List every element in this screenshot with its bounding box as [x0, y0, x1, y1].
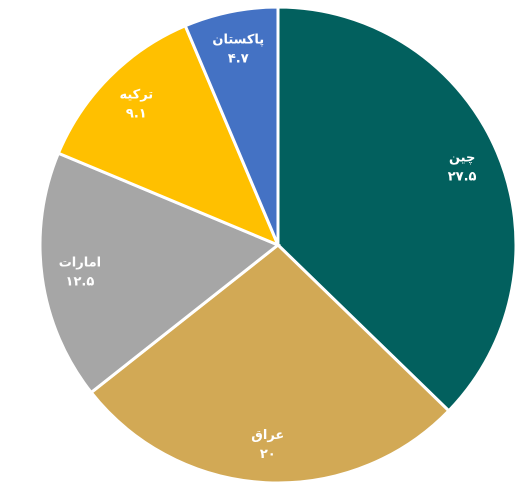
slice-label: امارات	[59, 256, 101, 271]
slice-value: ۴.۷	[228, 52, 249, 67]
slice-value: ۲۷.۵	[448, 170, 477, 185]
slice-label: پاکستان	[212, 33, 264, 48]
pie-slice	[56, 23, 281, 248]
slice-label: ترکیه	[119, 87, 153, 102]
pie-slice	[276, 5, 518, 413]
pie-slice	[183, 5, 280, 246]
pie-slice	[38, 151, 281, 395]
pie-slice	[89, 243, 451, 485]
slice-value: ۱۲.۵	[66, 275, 95, 290]
slice-value: ۹.۱	[126, 106, 147, 121]
slice-label: عراق	[251, 428, 284, 443]
slice-label: چین	[449, 151, 475, 166]
slice-value: ۲۰	[260, 447, 276, 462]
